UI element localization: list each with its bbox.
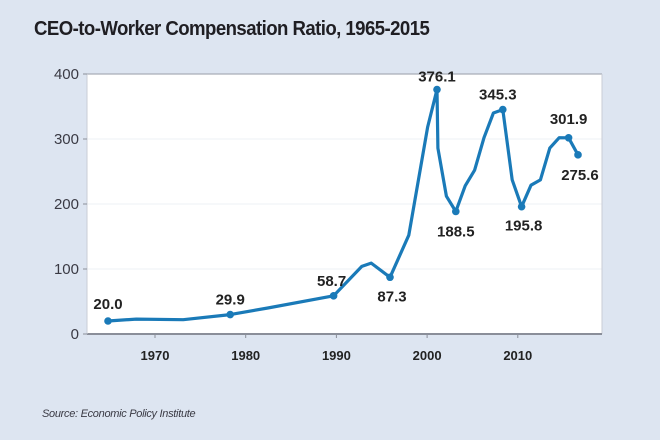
data-label: 29.9 — [216, 292, 245, 309]
x-ticks: 1970 1980 1990 2000 2010 — [141, 334, 532, 363]
data-point — [329, 292, 338, 300]
data-point — [226, 310, 234, 319]
data-labels: 20.0 29.9 58.7 87.3 376.1 188.5 345.3 195.8 301.… — [93, 69, 598, 313]
series-line — [106, 87, 580, 323]
data-point — [499, 105, 507, 114]
y-tick-label: 400 — [54, 66, 79, 83]
data-point — [104, 317, 112, 325]
data-label: 345.3 — [479, 87, 517, 104]
y-tick-label: 200 — [54, 196, 79, 213]
source-note: Source: Economic Policy Institute — [42, 408, 196, 420]
y-tick-label: 100 — [54, 261, 79, 278]
data-label: 188.5 — [437, 223, 475, 240]
data-label: 58.7 — [317, 273, 346, 290]
data-label: 87.3 — [377, 288, 406, 305]
data-label: 376.1 — [418, 69, 456, 86]
data-point — [574, 151, 582, 159]
data-point — [517, 202, 526, 211]
data-point — [564, 133, 573, 142]
x-tick-label: 1990 — [322, 348, 351, 363]
data-label: 275.6 — [561, 167, 599, 184]
gridlines — [87, 138, 602, 270]
y-ticks: 0 100 200 300 400 — [54, 66, 87, 343]
data-label: 301.9 — [550, 111, 588, 128]
data-point — [433, 85, 441, 94]
data-label: 195.8 — [505, 218, 543, 235]
y-tick-label: 300 — [54, 131, 79, 148]
chart-title: CEO-to-Worker Compensation Ratio, 1965-2… — [34, 18, 430, 40]
y-tick-label: 0 — [71, 326, 79, 343]
data-point — [386, 273, 394, 282]
x-tick-label: 1980 — [231, 348, 260, 363]
data-point — [452, 207, 460, 216]
x-tick-label: 2010 — [503, 348, 532, 363]
x-tick-label: 1970 — [141, 348, 170, 363]
x-tick-label: 2000 — [413, 348, 442, 363]
data-label: 20.0 — [93, 296, 122, 313]
data-points — [104, 85, 582, 325]
